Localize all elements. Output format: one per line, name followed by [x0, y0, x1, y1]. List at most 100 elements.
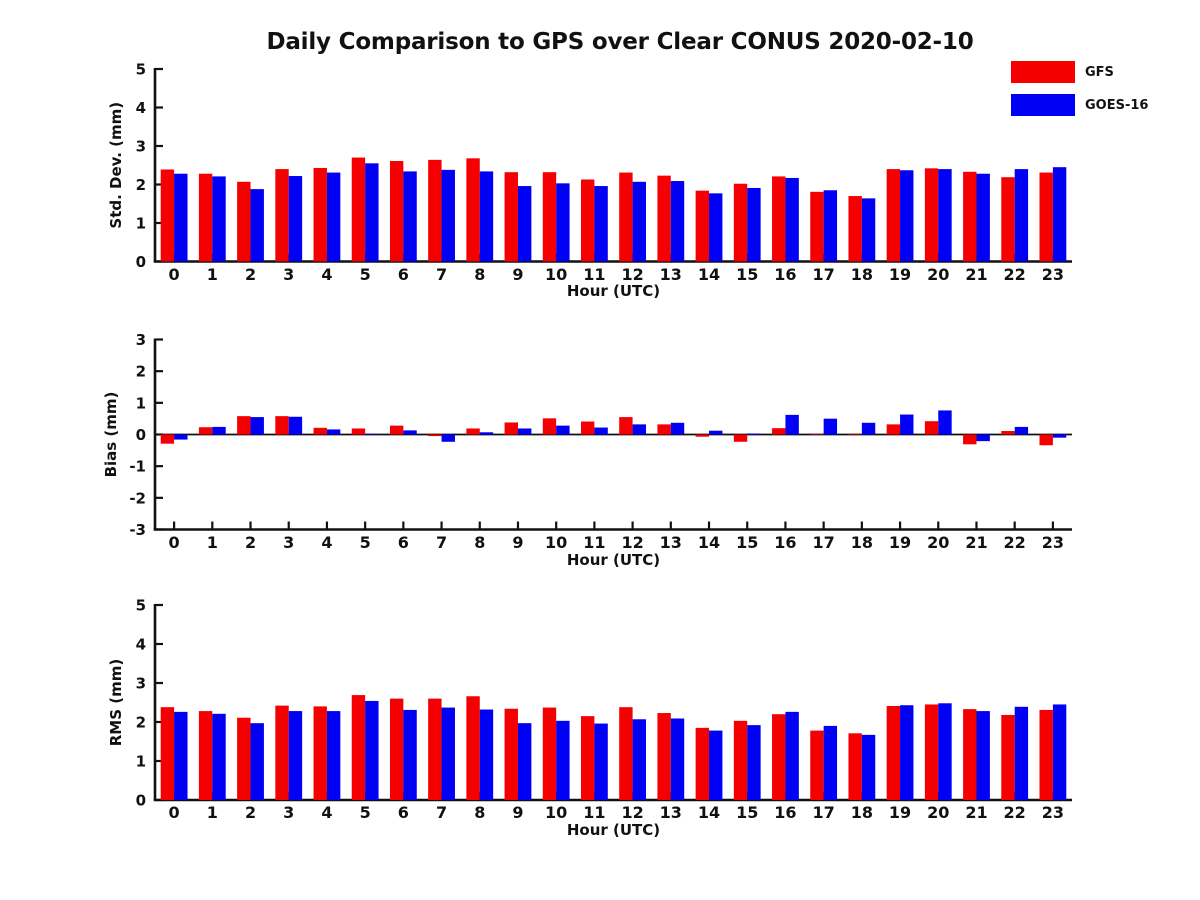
- bar-goes-16-h13: [670, 181, 685, 262]
- y-axis-label: RMS (mm): [107, 659, 125, 746]
- bar-gfs-h17: [810, 191, 824, 262]
- bar-goes-16-h2: [250, 189, 264, 262]
- bar-goes-16-h19: [900, 705, 914, 800]
- bar-gfs-h20: [924, 168, 939, 262]
- bar-gfs-h6: [389, 425, 404, 435]
- bar-gfs-h14: [695, 727, 710, 800]
- x-tick-label: 12: [621, 265, 643, 284]
- y-tick-label: 5: [136, 61, 146, 79]
- bar-goes-16-h4: [326, 429, 341, 435]
- bar-goes-16-h5: [365, 700, 379, 800]
- x-tick-label: 20: [927, 803, 949, 822]
- bar-goes-16-h0: [174, 711, 188, 800]
- chart-title: Daily Comparison to GPS over Clear CONUS…: [266, 29, 974, 55]
- bar-gfs-h11: [580, 716, 595, 800]
- bar-gfs-h10: [542, 707, 557, 800]
- y-tick-label: 5: [136, 597, 146, 615]
- bar-gfs-h5: [351, 428, 366, 435]
- bar-goes-16-h18: [861, 734, 876, 800]
- bar-gfs-h8: [466, 428, 480, 435]
- bar-gfs-h16: [772, 714, 786, 800]
- x-tick-label: 14: [698, 265, 720, 284]
- bar-goes-16-h17: [823, 418, 838, 435]
- bar-gfs-h22: [1001, 177, 1015, 262]
- bar-gfs-h11: [580, 421, 595, 435]
- bar-gfs-h16: [772, 428, 786, 435]
- x-tick-label: 11: [583, 803, 605, 822]
- bar-goes-16-h9: [517, 428, 532, 435]
- bar-goes-16-h12: [632, 719, 647, 800]
- bar-goes-16-h12: [632, 424, 647, 435]
- bar-goes-16-h16: [785, 177, 799, 262]
- bar-gfs-h19: [886, 424, 901, 435]
- bar-gfs-h3: [275, 416, 289, 435]
- y-tick-label: 3: [136, 675, 146, 693]
- bar-goes-16-h17: [823, 725, 838, 800]
- x-tick-label: 6: [398, 533, 409, 552]
- y-axis-label: Std. Dev. (mm): [107, 102, 125, 229]
- y-tick-label: -1: [129, 458, 146, 476]
- bar-gfs-h9: [504, 708, 518, 800]
- bar-goes-16-h2: [250, 417, 264, 435]
- bar-gfs-h22: [1001, 714, 1015, 800]
- x-tick-label: 3: [283, 265, 294, 284]
- x-tick-label: 15: [736, 803, 758, 822]
- bar-goes-16-h13: [670, 718, 685, 800]
- bar-goes-16-h23: [1052, 167, 1067, 262]
- y-tick-label: 2: [136, 176, 146, 194]
- bar-gfs-h18: [848, 733, 862, 800]
- bar-gfs-h21: [963, 171, 977, 262]
- bar-gfs-h2: [237, 717, 251, 800]
- bar-gfs-h14: [695, 190, 710, 262]
- y-tick-label: 1: [136, 753, 146, 771]
- bar-gfs-h14: [695, 434, 710, 437]
- bar-goes-16-h14: [709, 193, 723, 262]
- bar-goes-16-h1: [212, 176, 226, 262]
- bar-gfs-h1: [198, 173, 213, 262]
- bar-gfs-h21: [963, 709, 977, 800]
- bar-goes-16-h6: [403, 709, 417, 800]
- bar-goes-16-h18: [861, 198, 876, 262]
- bar-goes-16-h22: [1014, 426, 1029, 435]
- bar-goes-16-h0: [174, 173, 188, 262]
- legend-entry-goes-16: GOES-16: [1011, 94, 1148, 116]
- legend-swatch-gfs: [1011, 61, 1075, 83]
- x-tick-label: 11: [583, 533, 605, 552]
- y-tick-label: 0: [136, 792, 146, 810]
- bar-goes-16-h10: [556, 183, 570, 262]
- bar-gfs-h12: [619, 707, 633, 800]
- x-tick-label: 12: [621, 533, 643, 552]
- x-tick-label: 11: [583, 265, 605, 284]
- bar-goes-16-h9: [517, 186, 532, 262]
- x-tick-label: 20: [927, 533, 949, 552]
- x-tick-label: 17: [813, 803, 835, 822]
- bar-gfs-h8: [466, 158, 480, 262]
- bar-gfs-h5: [351, 157, 366, 262]
- x-tick-label: 9: [512, 803, 523, 822]
- x-tick-label: 8: [474, 265, 485, 284]
- x-tick-label: 20: [927, 265, 949, 284]
- bar-goes-16-h3: [288, 176, 303, 262]
- bar-goes-16-h3: [288, 416, 303, 435]
- x-tick-label: 23: [1042, 803, 1064, 822]
- bar-goes-16-h15: [747, 187, 761, 262]
- bar-gfs-h23: [1039, 172, 1053, 262]
- bar-gfs-h9: [504, 172, 518, 262]
- x-tick-label: 7: [436, 265, 447, 284]
- y-tick-label: 0: [136, 426, 146, 444]
- bar-gfs-h20: [924, 421, 939, 435]
- x-tick-label: 4: [321, 265, 332, 284]
- bar-gfs-h13: [657, 175, 671, 262]
- bar-gfs-h12: [619, 417, 633, 435]
- legend-label: GOES-16: [1085, 97, 1149, 113]
- y-tick-label: 2: [136, 363, 146, 381]
- x-tick-label: 14: [698, 803, 720, 822]
- x-tick-label: 6: [398, 803, 409, 822]
- bar-goes-16-h14: [709, 430, 723, 435]
- y-tick-label: 3: [136, 138, 146, 156]
- bar-goes-16-h7: [441, 434, 455, 442]
